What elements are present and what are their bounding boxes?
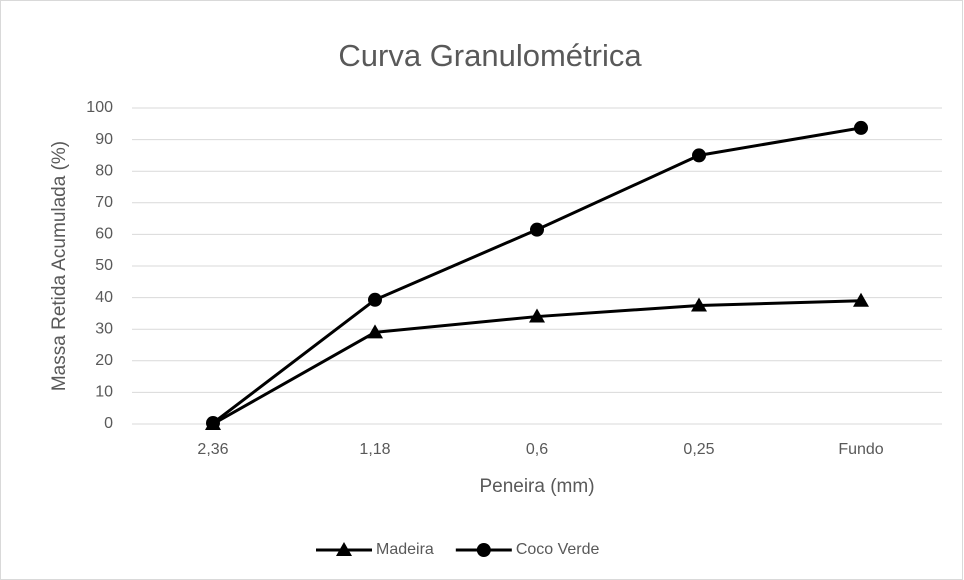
x-axis-title: Peneira (mm) (479, 476, 594, 497)
y-tick-label: 100 (86, 99, 113, 116)
data-point (206, 416, 220, 431)
legend-marker (476, 543, 491, 557)
data-point (854, 120, 868, 135)
data-point (530, 222, 544, 237)
chart-title: Curva Granulométrica (338, 38, 642, 73)
y-tick-label: 0 (104, 415, 113, 432)
y-tick-label: 10 (95, 384, 113, 401)
x-tick-label: Fundo (838, 441, 883, 458)
y-tick-label: 60 (95, 226, 113, 243)
x-tick-label: 2,36 (197, 441, 228, 458)
y-tick-label: 30 (95, 320, 113, 337)
y-tick-label: 20 (95, 352, 113, 369)
data-point (529, 308, 545, 323)
y-tick-label: 40 (95, 289, 113, 306)
legend-marker (336, 542, 352, 556)
y-tick-label: 70 (95, 194, 113, 211)
data-point (691, 297, 707, 312)
x-tick-label: 0,25 (683, 441, 714, 458)
x-tick-label: 1,18 (359, 441, 390, 458)
data-point (368, 292, 382, 307)
legend-label: Madeira (376, 541, 434, 558)
data-point (692, 148, 706, 163)
legend-label: Coco Verde (516, 541, 600, 558)
data-point (853, 292, 869, 307)
y-tick-label: 50 (95, 257, 113, 274)
x-tick-label: 0,6 (526, 441, 548, 458)
y-tick-label: 80 (95, 162, 113, 179)
data-point (367, 324, 383, 339)
y-tick-label: 90 (95, 131, 113, 148)
y-axis-title: Massa Retida Acumulada (%) (49, 141, 70, 391)
